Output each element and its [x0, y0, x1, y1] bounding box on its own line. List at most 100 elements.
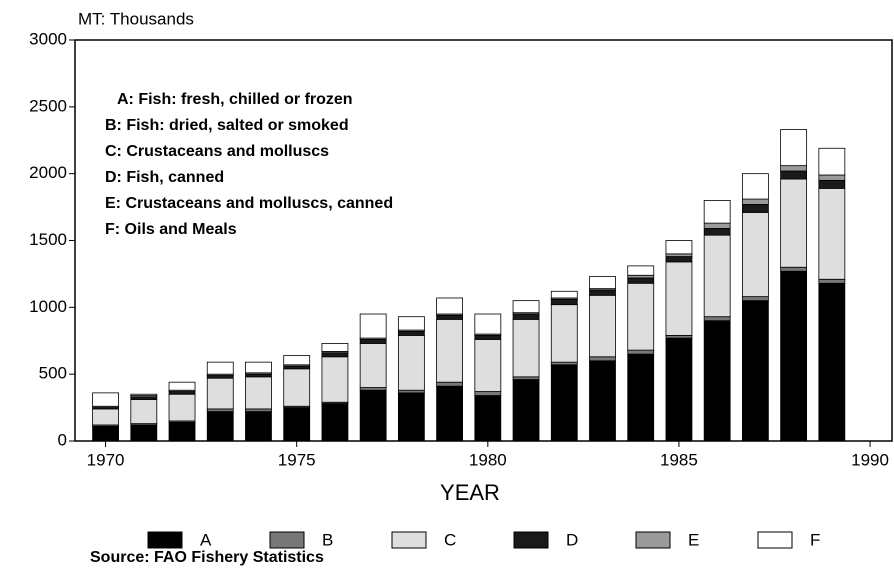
bar-segment	[627, 353, 655, 442]
legend-swatch	[757, 531, 793, 549]
legend-swatch	[391, 531, 427, 549]
annotation: B: Fish: dried, salted or smoked	[105, 117, 349, 134]
x-tick-label: 1975	[278, 450, 316, 469]
bar-segment	[283, 355, 311, 366]
bar-segment	[665, 256, 693, 263]
bar-segment	[206, 411, 234, 442]
source: Source: FAO Fishery Statistics	[90, 549, 324, 566]
bar-segment	[245, 411, 272, 442]
bar-segment	[703, 228, 731, 236]
bar-segment	[168, 381, 196, 391]
bar-segment	[474, 335, 502, 340]
bar-segment	[168, 393, 196, 422]
bar-segment	[397, 335, 425, 391]
bar-segment	[92, 392, 119, 407]
annotation: F: Oils and Meals	[105, 221, 237, 238]
legend-label: B	[322, 530, 333, 549]
bar-segment	[665, 253, 693, 257]
bar-segment	[627, 265, 655, 276]
bar-segment	[321, 403, 349, 442]
bar-segment	[780, 129, 808, 167]
bar-segment	[245, 408, 272, 412]
bar-segment	[283, 407, 311, 442]
bar-segment	[245, 376, 272, 410]
bar-segment	[550, 290, 578, 299]
bar-segment	[627, 282, 655, 351]
bar-segment	[589, 294, 616, 358]
legend-label: F	[810, 530, 820, 549]
bar-segment	[741, 212, 769, 298]
annotation: D: Fish, canned	[105, 169, 224, 186]
x-axis-label: YEAR	[440, 480, 500, 505]
x-tick-label: 1980	[469, 450, 507, 469]
bar-segment	[780, 270, 808, 442]
bar-segment	[512, 313, 540, 320]
y-tick-label: 0	[58, 430, 67, 449]
bar-segment	[92, 425, 119, 442]
bar-segment	[436, 297, 463, 315]
bar-segment	[512, 379, 540, 442]
bar-segment	[627, 274, 655, 279]
legend-swatch	[635, 531, 671, 549]
bar-segment	[550, 361, 578, 366]
bar-segment	[321, 356, 349, 403]
bar-segment	[741, 198, 769, 205]
bar-segment	[741, 296, 769, 302]
legend-label: D	[566, 530, 578, 549]
bar-segment	[627, 349, 655, 355]
bar-segment	[703, 316, 731, 322]
bar-segment	[550, 304, 578, 363]
bar-segment	[818, 174, 846, 181]
bar-segment	[359, 339, 387, 344]
bar-segment	[665, 261, 693, 336]
bar-segment	[512, 318, 540, 378]
annotation: A: Fish: fresh, chilled or frozen	[117, 91, 353, 108]
bar-segment	[474, 395, 502, 442]
bar-segment	[206, 377, 234, 410]
bar-segment	[741, 204, 769, 213]
legend-swatch	[147, 531, 183, 549]
bar-segment	[206, 408, 234, 412]
bar-segment	[168, 391, 196, 395]
legend-swatch	[513, 531, 549, 549]
bar-segment	[397, 389, 425, 394]
bar-segment	[665, 337, 693, 442]
bar-segment	[703, 199, 731, 224]
bar-segment	[245, 361, 272, 374]
bar-segment	[130, 424, 158, 442]
bar-segment	[359, 389, 387, 442]
bar-segment	[359, 387, 387, 391]
bar-segment	[474, 313, 502, 335]
y-tick-label: 2000	[29, 163, 67, 182]
bar-segment	[780, 266, 808, 272]
bar-segment	[206, 361, 234, 375]
bar-segment	[92, 408, 119, 426]
bar-segment	[550, 364, 578, 442]
legend-swatch	[269, 531, 305, 549]
legend-label: A	[200, 530, 212, 549]
y-tick-label: 2500	[29, 96, 67, 115]
bar-segment	[818, 147, 846, 176]
bar-segment	[474, 391, 502, 396]
bar-segment	[550, 298, 578, 306]
bar-segment	[206, 375, 234, 379]
x-tick-label: 1990	[851, 450, 889, 469]
bar-segment	[283, 365, 311, 370]
bar-segment	[627, 277, 655, 284]
bar-segment	[397, 392, 425, 442]
x-tick-label: 1970	[87, 450, 125, 469]
bar-segment	[589, 360, 616, 442]
bar-segment	[665, 335, 693, 339]
y-tick-label: 3000	[29, 29, 67, 48]
bar-segment	[130, 399, 158, 425]
annotation: E: Crustaceans and molluscs, canned	[105, 195, 393, 212]
y-tick-label: 500	[39, 364, 67, 383]
bar-segment	[436, 381, 463, 387]
bar-segment	[130, 396, 158, 400]
bar-segment	[168, 421, 196, 442]
bar-segment	[245, 373, 272, 378]
bar-segment	[512, 376, 540, 380]
bar-segment	[359, 343, 387, 388]
annotation: C: Crustaceans and molluscs	[105, 143, 329, 160]
